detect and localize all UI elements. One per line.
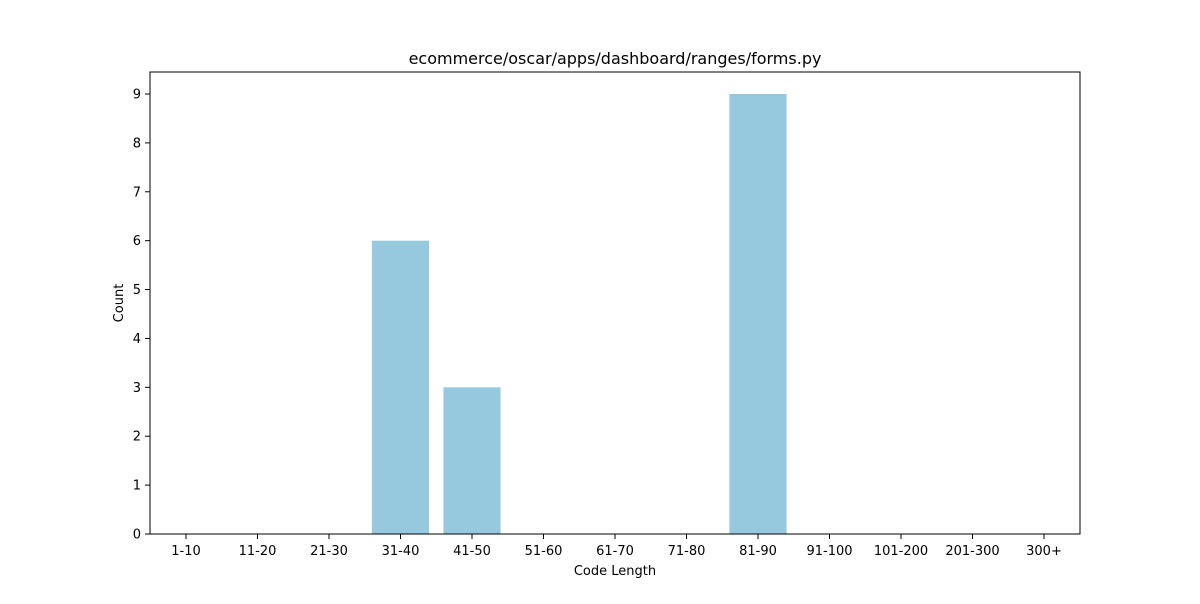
x-tick-label: 51-60 [525, 544, 563, 559]
y-tick-label: 5 [133, 283, 141, 298]
bar [443, 387, 501, 534]
x-tick-label: 61-70 [596, 544, 634, 559]
y-tick-label: 2 [133, 430, 141, 445]
x-tick-label: 1-10 [171, 544, 201, 559]
y-tick-label: 9 [133, 88, 141, 103]
x-axis-ticks: 1-10 11-20 21-30 31-40 41-50 51-60 61-70 71-80 8… [171, 534, 1062, 559]
x-tick-label: 31-40 [382, 544, 420, 559]
y-axis-label: Count [112, 284, 127, 323]
x-tick-label: 41-50 [453, 544, 491, 559]
y-tick-label: 4 [133, 332, 141, 347]
x-axis-label: Code Length [574, 564, 656, 579]
y-tick-label: 6 [133, 234, 141, 249]
x-tick-label: 71-80 [668, 544, 706, 559]
y-tick-label: 8 [133, 136, 141, 151]
y-tick-label: 7 [133, 185, 141, 200]
y-axis-ticks: 0 1 2 3 4 5 6 7 8 9 [133, 88, 150, 543]
y-tick-label: 3 [133, 381, 141, 396]
plot-area-frame [149, 71, 1081, 535]
y-tick-label: 0 [133, 528, 141, 543]
bars-layer [371, 94, 787, 535]
x-tick-label: 201-300 [945, 544, 999, 559]
x-tick-label: 81-90 [739, 544, 777, 559]
x-tick-label: 11-20 [239, 544, 277, 559]
x-tick-label: 21-30 [310, 544, 348, 559]
y-tick-label: 1 [133, 479, 141, 494]
bar [729, 94, 787, 534]
x-tick-label: 101-200 [874, 544, 928, 559]
x-tick-label: 300+ [1026, 544, 1062, 559]
bar [371, 240, 430, 535]
x-tick-label: 91-100 [806, 544, 852, 559]
chart-title: ecommerce/oscar/apps/dashboard/ranges/fo… [409, 49, 822, 68]
